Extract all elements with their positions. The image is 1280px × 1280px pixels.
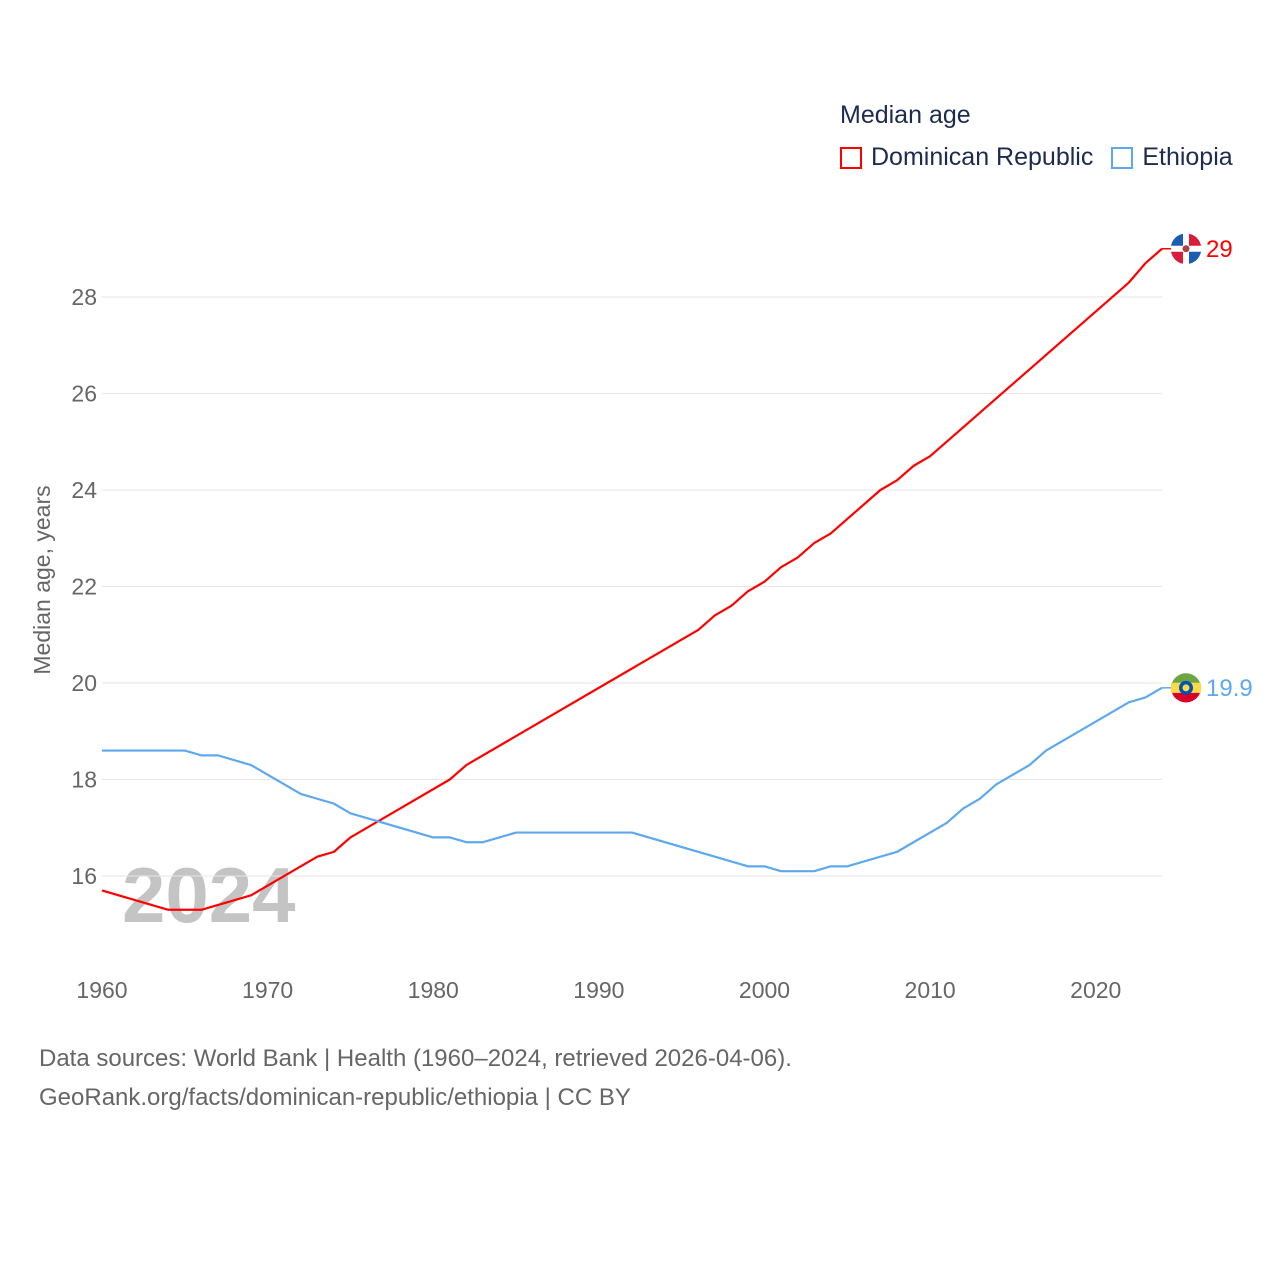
flag-emblem — [1182, 245, 1190, 253]
legend-title: Median age — [840, 101, 971, 129]
legend-swatch — [1111, 146, 1134, 169]
x-tick-label: 2000 — [739, 977, 790, 1003]
year-watermark: 2024 — [122, 851, 296, 939]
flag-star — [1182, 684, 1190, 692]
flag-part — [1171, 251, 1183, 264]
x-tick-label: 2020 — [1070, 977, 1121, 1003]
y-tick-label: 20 — [71, 670, 97, 696]
y-tick-label: 16 — [71, 863, 97, 889]
end-value-label: 19.9 — [1206, 675, 1253, 702]
legend-item-ethiopia[interactable]: Ethiopia — [1111, 143, 1233, 172]
y-tick-label: 18 — [71, 767, 97, 793]
legend-item-dominican-republic[interactable]: Dominican Republic — [840, 143, 1093, 172]
x-tick-label: 1970 — [242, 977, 293, 1003]
legend-label: Dominican Republic — [871, 143, 1094, 171]
flag-ethiopia-icon — [1172, 673, 1200, 683]
flag-part — [1189, 233, 1201, 246]
y-tick-label: 26 — [71, 381, 97, 407]
source-link[interactable]: GeoRank.org/facts/dominican-republic/eth… — [39, 1084, 631, 1111]
legend: Dominican Republic Ethiopia — [840, 143, 1251, 172]
x-tick-label: 1960 — [76, 977, 127, 1003]
legend-label: Ethiopia — [1142, 143, 1233, 171]
legend-swatch — [840, 146, 862, 169]
series-line-ethiopia — [102, 686, 1163, 873]
y-tick-label: 28 — [71, 284, 97, 310]
data-sources: Data sources: World Bank | Health (1960–… — [39, 1045, 792, 1072]
y-tick-label: 24 — [71, 477, 97, 503]
flag-part — [1172, 692, 1200, 703]
x-tick-label: 2010 — [905, 977, 956, 1003]
x-tick-label: 1980 — [408, 977, 459, 1003]
series-line-dominican-republic — [101, 247, 1163, 911]
x-tick-label: 1990 — [573, 977, 624, 1003]
flag-part — [1189, 251, 1201, 264]
y-tick-label: 22 — [71, 574, 97, 600]
flag-part — [1171, 233, 1183, 246]
end-value-label: 29 — [1206, 236, 1233, 263]
y-axis-label: Median age, years — [29, 485, 55, 674]
